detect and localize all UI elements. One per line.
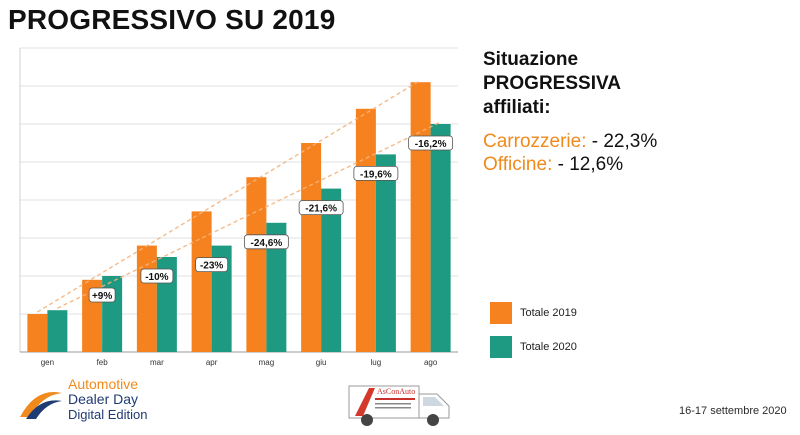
annotation-box-ago xyxy=(408,135,454,151)
bar-2020-ago xyxy=(430,124,451,352)
bar-2020-gen xyxy=(47,310,68,352)
annotation-box-giu xyxy=(298,200,344,216)
bar-2019-mag xyxy=(246,177,267,352)
chart-legend: Totale 2019 Totale 2020 xyxy=(490,302,577,370)
legend-swatch-2020 xyxy=(490,336,512,358)
annotation-label-ago: -16,2% xyxy=(415,139,447,150)
asconauto-logo: AsConAuto xyxy=(345,378,455,430)
bar-2019-gen xyxy=(27,314,48,352)
legend-item-2020: Totale 2020 xyxy=(490,336,577,358)
annotation-label-mag: -24,6% xyxy=(251,238,283,249)
event-date: 16-17 settembre 2020 xyxy=(679,405,787,417)
stat-officine: Officine: - 12,6% xyxy=(483,153,783,176)
x-tick-label-apr: apr xyxy=(206,358,218,367)
annotation-label-mar: -10% xyxy=(145,272,168,283)
annotation-label-feb: +9% xyxy=(92,291,112,302)
legend-swatch-2019 xyxy=(490,302,512,324)
legend-item-2019: Totale 2019 xyxy=(490,302,577,324)
stat-value: - 12,6% xyxy=(552,154,624,175)
logo-line: Automotive xyxy=(68,376,139,392)
trend-line-2019 xyxy=(37,79,421,313)
annotation-label-giu: -21,6% xyxy=(305,204,337,215)
bar-2020-mag xyxy=(266,222,287,352)
summary-heading-line: Situazione xyxy=(483,49,579,70)
logo-line: Digital Edition xyxy=(68,407,148,422)
annotation-box-apr xyxy=(195,257,229,273)
bar-2019-lug xyxy=(355,108,376,352)
x-tick-label-gen: gen xyxy=(41,358,54,367)
x-tick-label-feb: feb xyxy=(97,358,109,367)
stat-carrozzerie: Carrozzerie: - 22,3% xyxy=(483,130,783,153)
legend-label: Totale 2020 xyxy=(520,341,577,353)
bar-2019-giu xyxy=(301,143,322,352)
trend-line-2020 xyxy=(57,121,441,309)
annotation-box-mar xyxy=(140,268,174,284)
summary-heading: Situazione PROGRESSIVA affiliati: xyxy=(483,48,783,120)
van-logo-text: AsConAuto xyxy=(377,387,415,396)
legend-label: Totale 2019 xyxy=(520,307,577,319)
bar-2020-giu xyxy=(321,188,342,352)
annotation-label-lug: -19,6% xyxy=(360,169,392,180)
logo-line: Dealer Day xyxy=(68,391,139,407)
x-tick-label-lug: lug xyxy=(371,358,382,367)
swoosh-icon xyxy=(20,392,62,419)
stat-label: Carrozzerie: xyxy=(483,131,587,152)
stat-label: Officine: xyxy=(483,154,553,175)
bar-2020-feb xyxy=(102,276,123,352)
bar-chart-svg: gen feb mar apr mag giu lug ago +9% -10% -23% -24,6… xyxy=(19,47,458,367)
annotation-box-mag xyxy=(243,234,289,250)
bar-2020-lug xyxy=(375,154,396,352)
annotation-box-feb xyxy=(88,287,116,303)
x-tick-label-mar: mar xyxy=(150,358,164,367)
summary-heading-line: PROGRESSIVA xyxy=(483,73,621,94)
bar-chart: gen feb mar apr mag giu lug ago +9% -10% -23% -24,6… xyxy=(14,40,464,370)
summary-panel: Situazione PROGRESSIVA affiliati: Carroz… xyxy=(483,48,783,176)
stat-value: - 22,3% xyxy=(586,131,658,152)
van-icon: AsConAuto xyxy=(348,385,450,426)
summary-heading-line: affiliati: xyxy=(483,97,551,118)
x-tick-label-mag: mag xyxy=(259,358,275,367)
x-tick-label-giu: giu xyxy=(316,358,327,367)
slide-title: PROGRESSIVO SU 2019 xyxy=(8,4,336,35)
annotation-label-apr: -23% xyxy=(200,261,223,272)
annotation-box-lug xyxy=(353,166,399,181)
bar-2020-apr xyxy=(211,245,232,352)
bar-2019-apr xyxy=(191,211,212,352)
automotive-dealer-day-logo: Automotive Dealer Day Digital Edition xyxy=(16,377,186,429)
x-tick-label-ago: ago xyxy=(424,358,438,367)
bar-2019-ago xyxy=(410,82,431,352)
